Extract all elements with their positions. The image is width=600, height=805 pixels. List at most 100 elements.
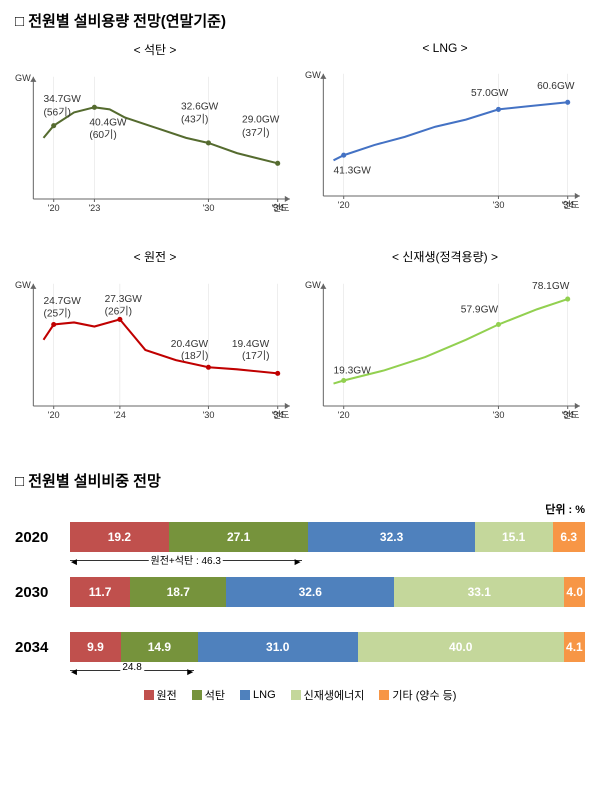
stacked-bars: 202019.227.132.315.16.3 ◄ ► 원전+석탄 : 46.3… bbox=[15, 522, 585, 662]
svg-text:'30: '30 bbox=[492, 410, 504, 420]
bar-row-2030: 203011.718.732.633.14.0 bbox=[15, 577, 585, 607]
svg-text:'30: '30 bbox=[202, 203, 214, 213]
legend-color-box bbox=[192, 690, 202, 700]
bar-annotation: ◄ ► 원전+석탄 : 46.3 bbox=[70, 554, 302, 569]
svg-text:'34: '34 bbox=[272, 410, 284, 420]
svg-text:19.3GW: 19.3GW bbox=[334, 365, 372, 376]
bar-seg-coal: 14.9 bbox=[121, 632, 198, 662]
bar-container: 19.227.132.315.16.3 bbox=[70, 522, 585, 552]
svg-text:GW: GW bbox=[15, 280, 31, 290]
bar-seg-other: 4.1 bbox=[564, 632, 585, 662]
chart-box-1: < LNG >GW연도'20'30'3441.3GW57.0GW60.6GW bbox=[305, 41, 585, 233]
svg-text:(17기): (17기) bbox=[242, 350, 269, 362]
legend-label: LNG bbox=[253, 689, 276, 701]
svg-text:78.1GW: 78.1GW bbox=[532, 281, 570, 292]
bar-seg-lng: 32.6 bbox=[226, 577, 394, 607]
legend-color-box bbox=[144, 690, 154, 700]
svg-text:(25기): (25기) bbox=[44, 307, 71, 319]
svg-text:19.4GW: 19.4GW bbox=[232, 339, 270, 350]
legend-item-lng: LNG bbox=[240, 687, 276, 703]
chart-svg: GW연도'20'30'3419.3GW57.9GW78.1GW bbox=[305, 270, 585, 435]
svg-text:'20: '20 bbox=[338, 200, 350, 210]
section2-title: □ 전원별 설비비중 전망 bbox=[15, 470, 585, 491]
svg-text:'20: '20 bbox=[48, 203, 60, 213]
bar-row-2020: 202019.227.132.315.16.3 ◄ ► 원전+석탄 : 46.3 bbox=[15, 522, 585, 552]
svg-text:GW: GW bbox=[15, 73, 31, 83]
chart-svg: GW연도'20'24'30'3424.7GW(25기)27.3GW(26기)20… bbox=[15, 270, 295, 435]
bar-container: 9.914.931.040.04.1 bbox=[70, 632, 585, 662]
chart-svg: GW연도'20'30'3441.3GW57.0GW60.6GW bbox=[305, 60, 585, 225]
bar-container: 11.718.732.633.14.0 bbox=[70, 577, 585, 607]
bar-row-2034: 20349.914.931.040.04.1 ◄ ► 24.8 bbox=[15, 632, 585, 662]
legend-color-box bbox=[291, 690, 301, 700]
chart-title: < 석탄 > bbox=[15, 41, 295, 58]
bar-year: 2034 bbox=[15, 639, 70, 656]
svg-text:'34: '34 bbox=[562, 410, 574, 420]
legend-color-box bbox=[379, 690, 389, 700]
bar-seg-other: 6.3 bbox=[553, 522, 585, 552]
legend-item-coal: 석탄 bbox=[192, 687, 225, 703]
chart-box-2: < 원전 >GW연도'20'24'30'3424.7GW(25기)27.3GW(… bbox=[15, 248, 295, 440]
svg-text:24.7GW: 24.7GW bbox=[44, 296, 82, 307]
chart-title: < 원전 > bbox=[15, 248, 295, 265]
bar-seg-other: 4.0 bbox=[564, 577, 585, 607]
svg-text:'24: '24 bbox=[114, 410, 126, 420]
svg-text:'34: '34 bbox=[272, 203, 284, 213]
legend-label: 원전 bbox=[157, 687, 177, 703]
chart-svg: GW연도'20'23'30'3434.7GW(56기)40.4GW(60기)32… bbox=[15, 63, 295, 228]
svg-text:'20: '20 bbox=[338, 410, 350, 420]
chart-box-3: < 신재생(정격용량) >GW연도'20'30'3419.3GW57.9GW78… bbox=[305, 248, 585, 440]
section1-title: □ 전원별 설비용량 전망(연말기준) bbox=[15, 10, 585, 31]
legend-label: 석탄 bbox=[205, 687, 225, 703]
chart-title: < LNG > bbox=[305, 41, 585, 55]
bar-seg-lng: 32.3 bbox=[308, 522, 474, 552]
bar-seg-coal: 18.7 bbox=[130, 577, 226, 607]
svg-text:(18기): (18기) bbox=[181, 350, 208, 362]
svg-text:40.4GW: 40.4GW bbox=[89, 118, 127, 129]
svg-text:60.6GW: 60.6GW bbox=[537, 81, 575, 92]
svg-text:'34: '34 bbox=[562, 200, 574, 210]
svg-text:57.9GW: 57.9GW bbox=[461, 304, 499, 315]
svg-text:(26기): (26기) bbox=[105, 305, 132, 317]
legend-item-nuclear: 원전 bbox=[144, 687, 177, 703]
svg-text:41.3GW: 41.3GW bbox=[334, 166, 372, 177]
bar-seg-nuclear: 19.2 bbox=[70, 522, 169, 552]
bar-seg-nuclear: 9.9 bbox=[70, 632, 121, 662]
bar-seg-nuclear: 11.7 bbox=[70, 577, 130, 607]
svg-text:'23: '23 bbox=[88, 203, 100, 213]
svg-text:20.4GW: 20.4GW bbox=[171, 339, 209, 350]
svg-text:34.7GW: 34.7GW bbox=[44, 94, 82, 105]
bar-annotation: ◄ ► 24.8 bbox=[70, 664, 194, 675]
svg-text:32.6GW: 32.6GW bbox=[181, 101, 219, 112]
svg-text:27.3GW: 27.3GW bbox=[105, 294, 143, 305]
charts-grid: < 석탄 >GW연도'20'23'30'3434.7GW(56기)40.4GW(… bbox=[15, 41, 585, 440]
legend-label: 기타 (양수 등) bbox=[392, 687, 456, 703]
svg-text:(56기): (56기) bbox=[44, 106, 71, 118]
bar-seg-renewable: 33.1 bbox=[394, 577, 564, 607]
svg-text:57.0GW: 57.0GW bbox=[471, 88, 509, 99]
legend-color-box bbox=[240, 690, 250, 700]
legend: 원전 석탄 LNG 신재생에너지 기타 (양수 등) bbox=[15, 687, 585, 703]
legend-item-renewable: 신재생에너지 bbox=[291, 687, 365, 703]
svg-text:(43기): (43기) bbox=[181, 114, 208, 126]
legend-label: 신재생에너지 bbox=[304, 687, 365, 703]
chart-box-0: < 석탄 >GW연도'20'23'30'3434.7GW(56기)40.4GW(… bbox=[15, 41, 295, 233]
svg-text:(37기): (37기) bbox=[242, 127, 269, 139]
bar-seg-lng: 31.0 bbox=[198, 632, 358, 662]
bar-seg-coal: 27.1 bbox=[169, 522, 309, 552]
svg-text:GW: GW bbox=[305, 280, 321, 290]
svg-text:GW: GW bbox=[305, 70, 321, 80]
svg-text:29.0GW: 29.0GW bbox=[242, 115, 280, 126]
svg-text:'30: '30 bbox=[492, 200, 504, 210]
svg-text:'20: '20 bbox=[48, 410, 60, 420]
section2: □ 전원별 설비비중 전망 단위 : % 202019.227.132.315.… bbox=[15, 470, 585, 703]
svg-text:'30: '30 bbox=[202, 410, 214, 420]
svg-text:(60기): (60기) bbox=[89, 129, 116, 141]
bar-seg-renewable: 15.1 bbox=[475, 522, 553, 552]
chart-title: < 신재생(정격용량) > bbox=[305, 248, 585, 265]
unit-label: 단위 : % bbox=[15, 501, 585, 517]
bar-year: 2030 bbox=[15, 584, 70, 601]
bar-seg-renewable: 40.0 bbox=[358, 632, 564, 662]
legend-item-other: 기타 (양수 등) bbox=[379, 687, 456, 703]
bar-year: 2020 bbox=[15, 529, 70, 546]
